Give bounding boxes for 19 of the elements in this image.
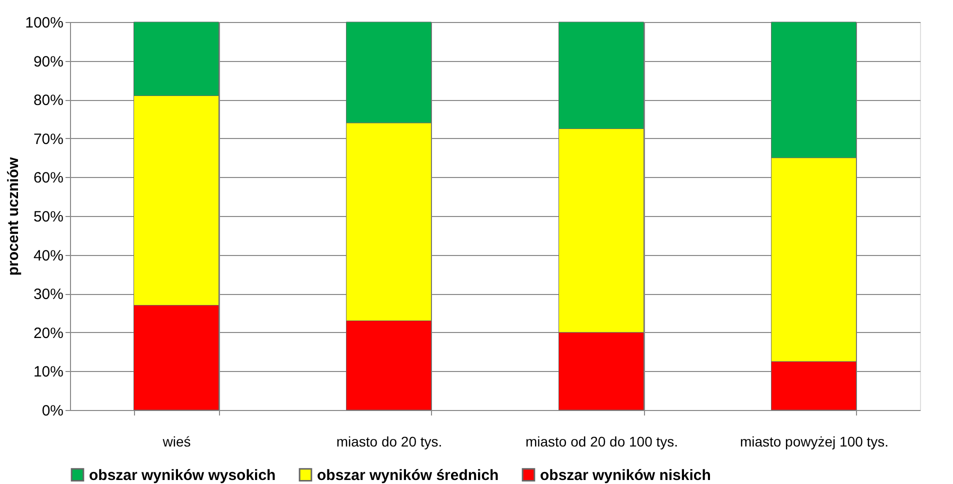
legend-label: obszar wyników niskich: [540, 466, 711, 484]
y-axis-title: procent uczniów: [5, 157, 22, 276]
y-tick-label: 10%: [33, 364, 64, 381]
x-tick-label: miasto od 20 do 100 tys.: [525, 434, 678, 450]
x-tick-label: miasto powyżej 100 tys.: [740, 434, 889, 450]
y-tick-label: 0%: [42, 402, 64, 420]
y-tick-label: 70%: [33, 130, 64, 148]
y-tick-label: 60%: [33, 170, 64, 187]
y-tick-label: 30%: [33, 286, 64, 304]
x-tick-label: miasto do 20 tys.: [336, 434, 442, 450]
x-tick-label: wieś: [162, 434, 191, 450]
y-tick-label: 100%: [25, 14, 64, 32]
y-tick-label: 80%: [33, 92, 64, 110]
legend-label: obszar wyników średnich: [317, 466, 499, 484]
y-tick-label: 40%: [33, 247, 64, 264]
legend-label: obszar wyników wysokich: [89, 466, 276, 484]
y-tick-label: 50%: [33, 208, 64, 226]
y-tick-label: 90%: [33, 53, 64, 70]
y-tick-label: 20%: [33, 324, 64, 342]
